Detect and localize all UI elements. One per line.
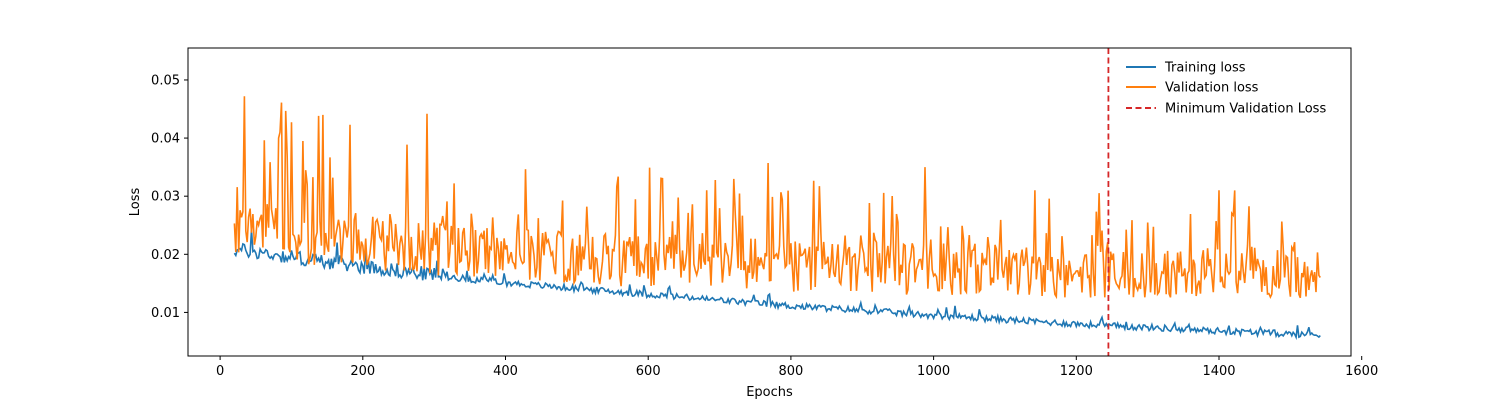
x-axis-ticks: 0 200 400 600 800 1000 1200 1400 1600 (216, 356, 1378, 379)
x-tick-label: 1200 (1060, 364, 1093, 379)
series-line-validation-loss (233, 96, 1321, 300)
x-tick-label: 400 (493, 364, 518, 379)
y-tick-label: 0.04 (151, 132, 180, 147)
y-tick-label: 0.02 (151, 248, 180, 263)
y-tick-label: 0.03 (151, 190, 180, 205)
plot-lines (233, 48, 1321, 356)
axes-frame (187, 47, 1352, 357)
legend: Training loss Validation loss Minimum Va… (1126, 61, 1326, 117)
x-tick-label: 1000 (917, 364, 950, 379)
legend-label-training-loss: Training loss (1164, 61, 1246, 76)
y-axis-label: Loss (128, 188, 143, 217)
x-tick-label: 200 (350, 364, 375, 379)
x-tick-label: 1400 (1202, 364, 1235, 379)
y-tick-label: 0.01 (151, 306, 180, 321)
x-tick-label: 600 (636, 364, 661, 379)
y-tick-label: 0.05 (151, 73, 180, 88)
legend-label-minimum-validation-loss: Minimum Validation Loss (1165, 102, 1326, 117)
x-tick-label: 0 (216, 364, 224, 379)
x-tick-label: 1600 (1345, 364, 1378, 379)
y-axis-ticks: 0.01 0.02 0.03 0.04 0.05 (151, 73, 188, 321)
legend-label-validation-loss: Validation loss (1165, 81, 1259, 96)
x-axis-label: Epochs (746, 385, 793, 400)
x-tick-label: 800 (778, 364, 803, 379)
series-line-training-loss (233, 229, 1321, 341)
